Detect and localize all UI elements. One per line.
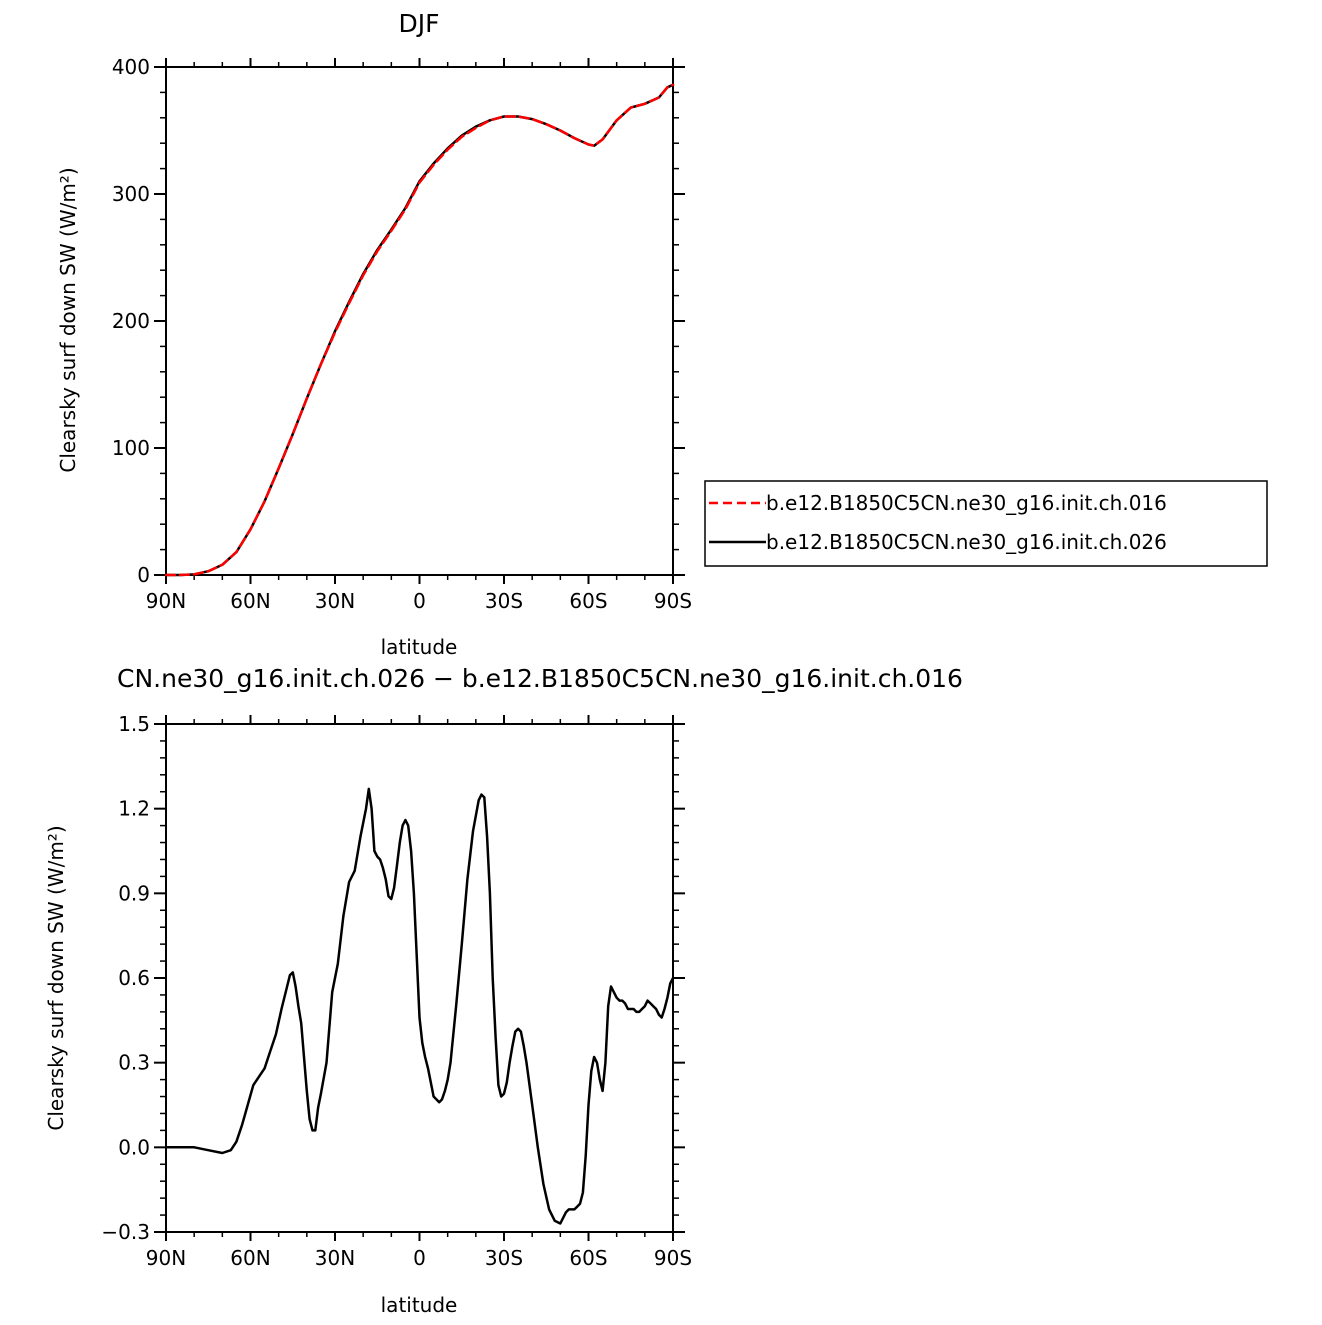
y-tick-label: 400 — [112, 55, 150, 79]
x-tick-label: 60N — [230, 1246, 270, 1270]
y-axis-label: Clearsky surf down SW (W/m²) — [56, 167, 80, 472]
chart-panel-top: DJF 90N 60N 30N 0 30S 60S 90S 0 100 200 300 400 lat… — [56, 9, 1268, 659]
x-tick-label: 0 — [413, 589, 426, 613]
legend: b.e12.B1850C5CN.ne30_g16.init.ch.016 b.e… — [704, 480, 1268, 567]
plot-frame — [165, 723, 674, 1233]
x-tick-label: 30S — [485, 1246, 523, 1270]
x-tick-label: 90N — [146, 1246, 186, 1270]
y-tick-label: 0.0 — [118, 1135, 150, 1159]
y-tick-label: 1.5 — [118, 712, 150, 736]
y-tick-label: 0.9 — [118, 881, 150, 905]
y-tick-label: 1.2 — [118, 797, 150, 821]
x-tick-label: 60N — [230, 589, 270, 613]
chart-title: DJF — [398, 9, 439, 38]
y-tick-label: 300 — [112, 182, 150, 206]
x-tick-label: 0 — [413, 1246, 426, 1270]
y-tick-label: −0.3 — [101, 1220, 150, 1244]
x-tick-label: 90S — [654, 589, 692, 613]
series-line-1 — [164, 787, 675, 1225]
y-tick-label: 100 — [112, 436, 150, 460]
y-tick-label: 0 — [137, 563, 150, 587]
y-tick-label: 0.6 — [118, 966, 150, 990]
legend-box — [704, 480, 1268, 567]
series-line-2 — [164, 83, 675, 577]
x-axis-label: latitude — [381, 635, 458, 659]
y-tick-label: 0.3 — [118, 1051, 150, 1075]
chart-panel-bottom: CN.ne30_g16.init.ch.026 − b.e12.B1850C5C… — [44, 664, 963, 1317]
legend-entry-series-2: b.e12.B1850C5CN.ne30_g16.init.ch.026 — [766, 530, 1167, 554]
plot-area: 90N 60N 30N 0 30S 60S 90S −0.3 0.0 0.3 0.6 0.9 1.2 1.… — [101, 712, 692, 1270]
x-tick-label: 30N — [315, 1246, 355, 1270]
plot-area: 90N 60N 30N 0 30S 60S 90S 0 100 200 300 400 — [112, 55, 692, 613]
x-tick-label: 60S — [569, 1246, 607, 1270]
y-axis-label: Clearsky surf down SW (W/m²) — [44, 825, 68, 1130]
x-tick-label: 90N — [146, 589, 186, 613]
x-tick-label: 30N — [315, 589, 355, 613]
x-tick-label: 60S — [569, 589, 607, 613]
x-tick-label: 30S — [485, 589, 523, 613]
x-tick-label: 90S — [654, 1246, 692, 1270]
chart-title: CN.ne30_g16.init.ch.026 − b.e12.B1850C5C… — [117, 664, 963, 693]
series-line-1 — [164, 83, 675, 577]
y-tick-label: 200 — [112, 309, 150, 333]
legend-entry-series-1: b.e12.B1850C5CN.ne30_g16.init.ch.016 — [766, 491, 1167, 515]
x-axis-label: latitude — [381, 1293, 458, 1317]
